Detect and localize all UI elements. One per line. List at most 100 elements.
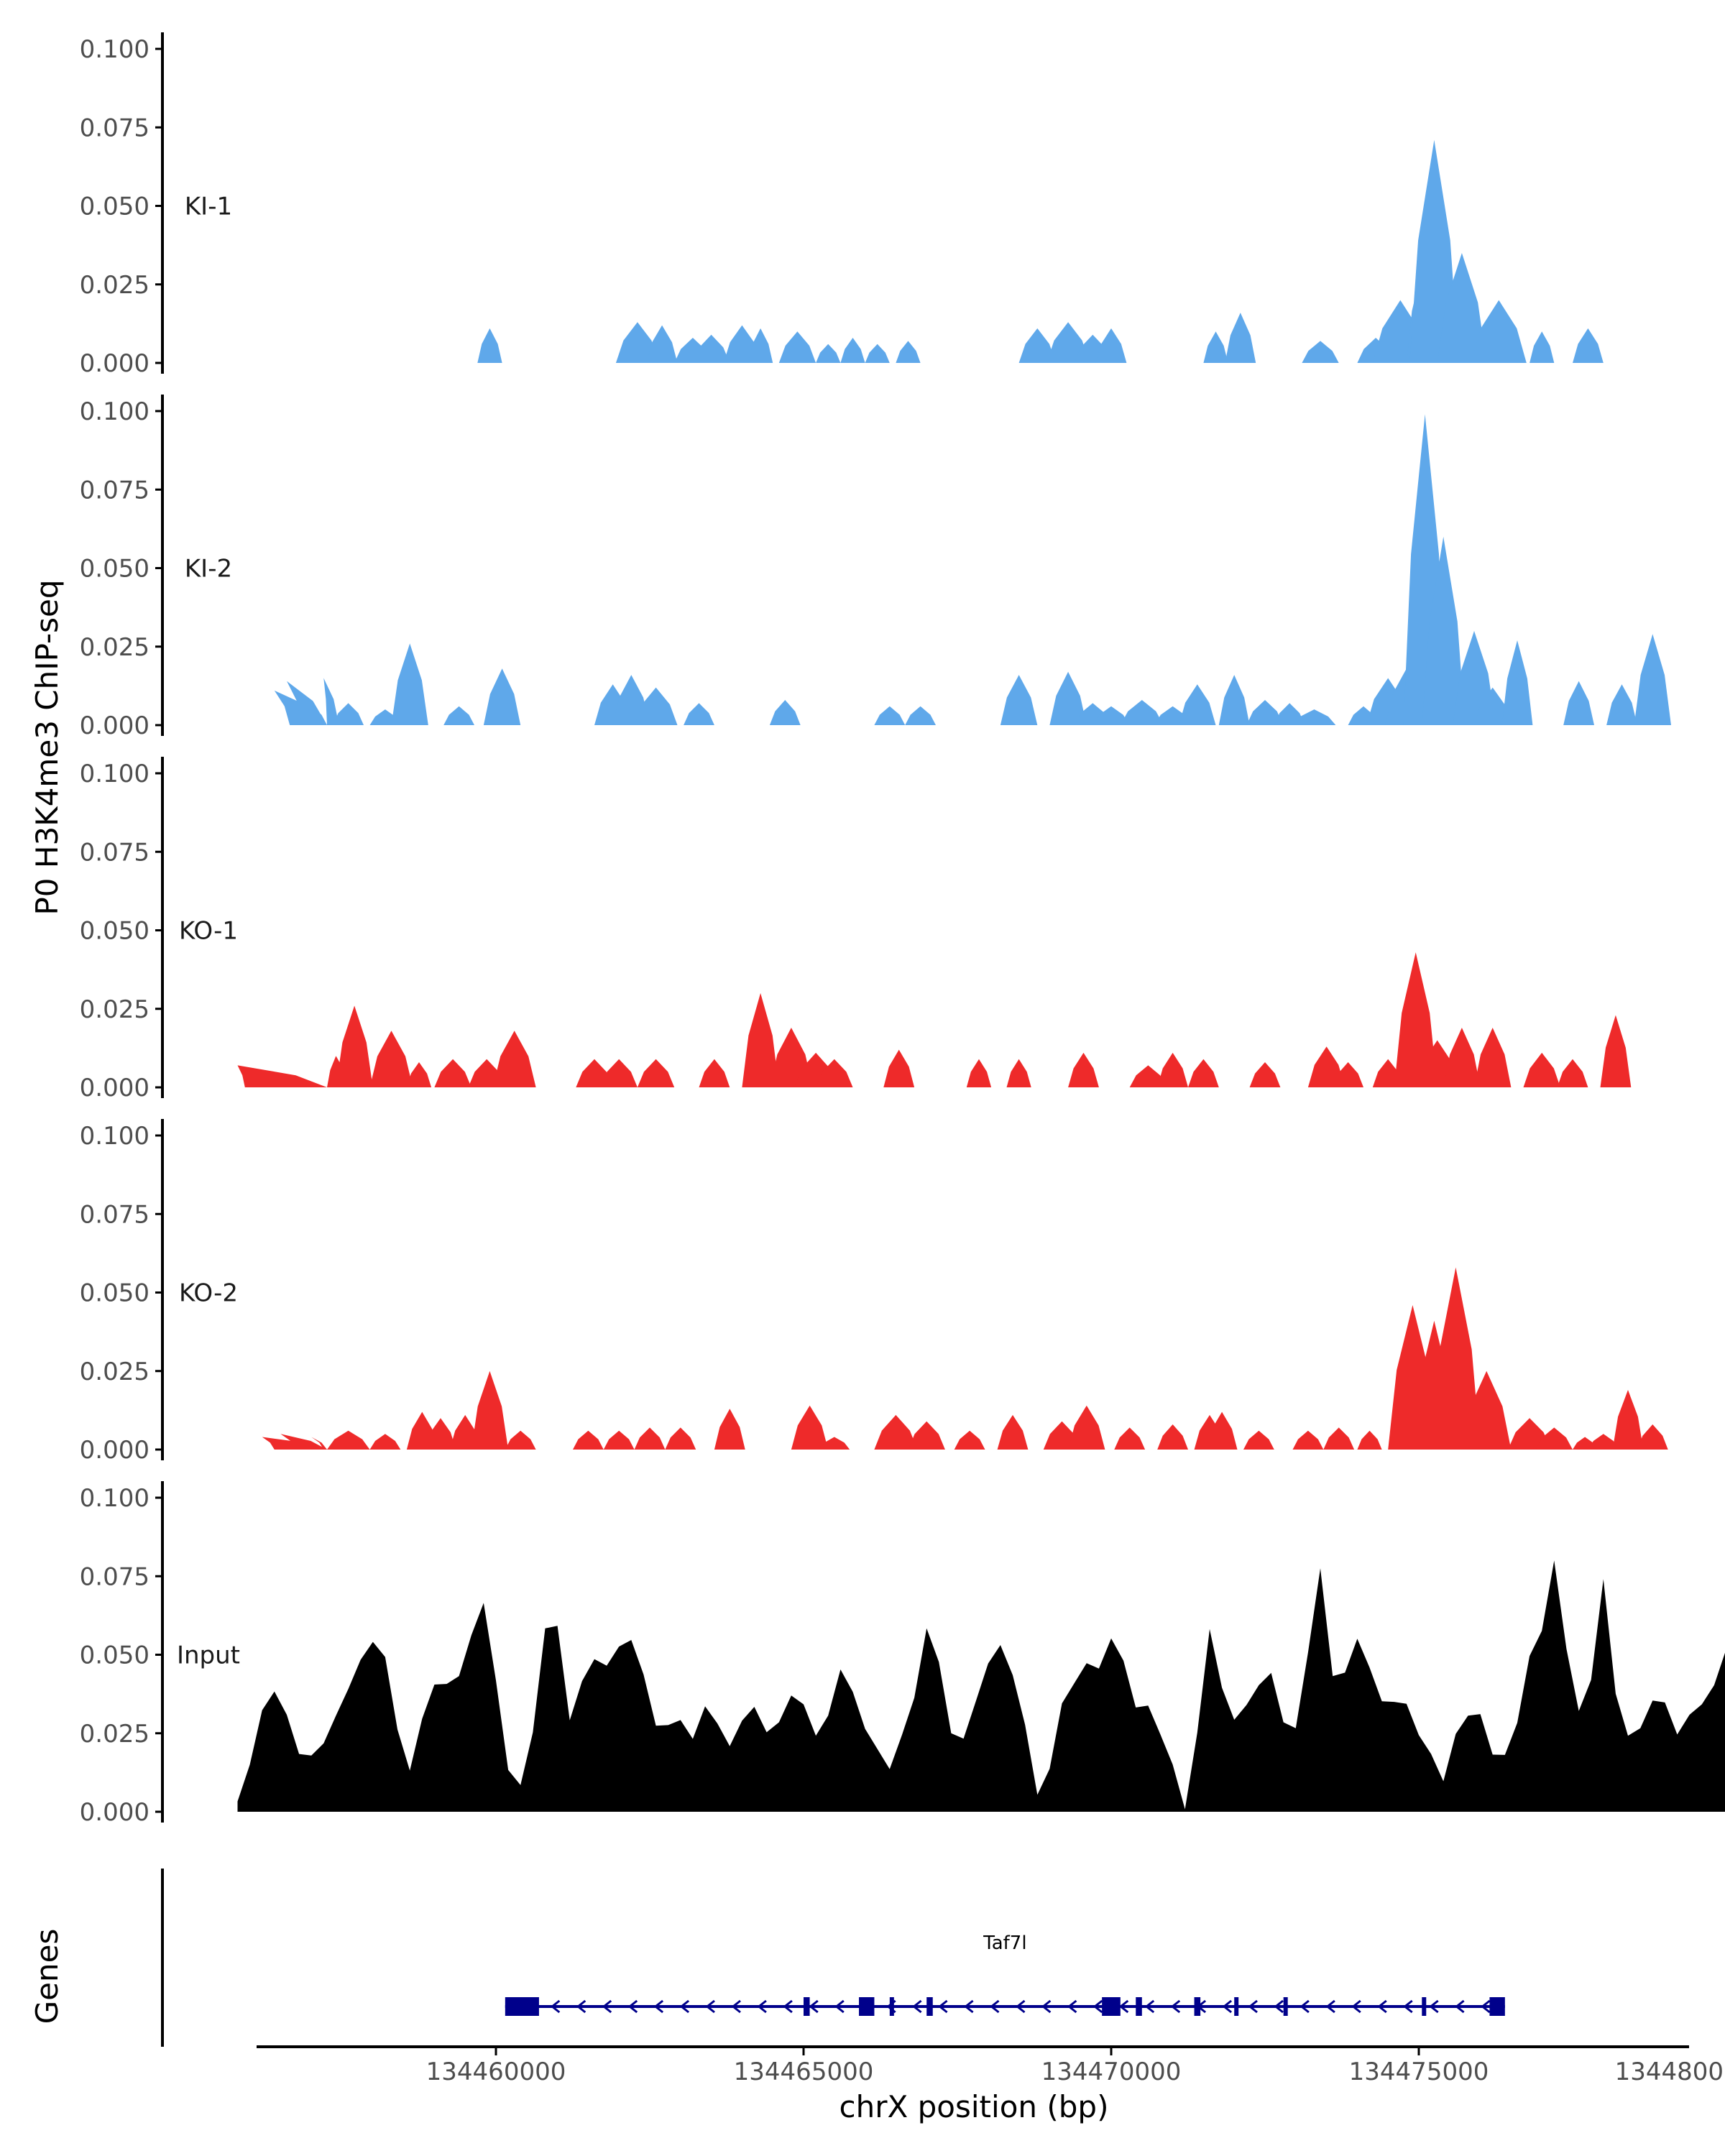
input-signal-area — [237, 1560, 1725, 1812]
signal-peak — [1557, 1059, 1588, 1087]
signal-peak — [1437, 253, 1487, 363]
signal-peak — [646, 325, 678, 363]
signal-peak — [311, 1437, 327, 1450]
signal-peak — [237, 1065, 327, 1087]
y-tick-label: 0.025 — [80, 1720, 150, 1749]
y-tick-label: 0.075 — [80, 114, 150, 142]
signal-peak — [1120, 700, 1164, 725]
y-tick-label: 0.025 — [80, 633, 150, 662]
signal-peak — [406, 1062, 432, 1087]
signal-peak — [1535, 1427, 1573, 1450]
signal-peak — [908, 1421, 945, 1450]
track-label: KO-2 — [179, 1279, 238, 1308]
signal-peak — [1206, 1411, 1238, 1450]
gene-track-title: Genes — [29, 1929, 65, 2024]
x-axis: 134460000 134465000 134470000 134475000 1344… — [257, 2045, 1724, 2086]
signal-peak — [1357, 1430, 1382, 1450]
strand-arrow — [1325, 1999, 1335, 2014]
y-tick-label: 0.100 — [80, 760, 150, 788]
signal-peak — [1068, 1405, 1105, 1450]
strand-arrow — [602, 1999, 612, 2014]
signal-peak — [1474, 1028, 1512, 1087]
strand-arrow — [1222, 1999, 1233, 2014]
gene-exon — [1194, 1997, 1201, 2016]
signal-peak — [483, 668, 521, 725]
signal-peak — [1302, 341, 1339, 363]
signal-peak — [369, 1031, 413, 1087]
strand-arrow — [1300, 1999, 1310, 2014]
signal-peak — [1246, 700, 1284, 725]
signal-peak — [443, 706, 474, 725]
strand-arrow — [1144, 1999, 1155, 2014]
signal-peak — [1323, 1427, 1355, 1450]
x-tick-label: 134465000 — [734, 2058, 874, 2086]
signal-peak — [896, 341, 921, 363]
gene-exon — [505, 1997, 539, 2016]
signal-peak — [391, 643, 428, 725]
y-tick-label: 0.050 — [80, 1641, 150, 1670]
strand-arrow — [1118, 1999, 1129, 2014]
gene-exon — [859, 1997, 875, 2016]
signal-peak — [840, 338, 865, 363]
signal-peak — [1612, 1390, 1644, 1450]
signal-peak — [1634, 634, 1671, 725]
signal-peak — [1018, 328, 1056, 363]
signal-peak — [874, 706, 906, 725]
signal-peak — [769, 700, 801, 725]
signal-peak — [471, 1370, 509, 1450]
signal-peak — [1000, 675, 1038, 725]
strand-arrow — [1351, 1999, 1361, 2014]
signal-peak — [1157, 1052, 1188, 1087]
y-tick-label: 0.100 — [80, 397, 150, 426]
y-tick-label: 0.025 — [80, 1358, 150, 1386]
y-tick-label: 0.000 — [80, 711, 150, 740]
signal-peak — [333, 703, 364, 725]
signal-peak — [665, 1427, 696, 1450]
strand-arrow — [912, 1999, 922, 2014]
track-ki-2: 0.000 0.025 0.050 0.075 0.100 KI-2 — [80, 395, 1671, 740]
y-tick-label: 0.075 — [80, 1200, 150, 1229]
signal-peak — [573, 1430, 604, 1450]
signal-peak — [699, 1059, 730, 1087]
signal-peak — [1422, 536, 1466, 725]
signal-peak — [1431, 1267, 1481, 1450]
signal-peak — [1274, 703, 1305, 725]
signal-peak — [1225, 313, 1256, 363]
signal-peak — [778, 331, 816, 363]
y-tick-label: 0.000 — [80, 349, 150, 378]
y-tick-label: 0.075 — [80, 476, 150, 505]
signal-peak — [280, 1434, 327, 1450]
strand-arrow — [809, 1999, 819, 2014]
y-tick-label: 0.100 — [80, 1122, 150, 1151]
gene-exon — [1283, 1997, 1288, 2016]
track-label: KI-2 — [185, 555, 232, 584]
strand-arrow — [1248, 1999, 1258, 2014]
gene-exon — [1422, 1997, 1427, 2016]
y-tick-label: 0.100 — [80, 35, 150, 64]
signal-peak — [434, 1059, 472, 1087]
strand-arrow — [731, 1999, 741, 2014]
signal-peak — [1129, 1065, 1167, 1087]
signal-peak — [1095, 328, 1127, 363]
signal-peak — [1530, 331, 1555, 363]
x-tick-label: 134475000 — [1349, 2058, 1489, 2086]
strand-arrow — [1067, 1999, 1077, 2014]
signal-peak — [997, 1414, 1029, 1450]
gene-exon — [1102, 1997, 1121, 2016]
y-tick-label: 0.100 — [80, 1484, 150, 1513]
signal-peak — [1243, 1430, 1274, 1450]
signal-peak — [1092, 706, 1130, 725]
signal-peak — [1573, 328, 1604, 363]
track-label: Input — [177, 1641, 240, 1670]
strand-arrow — [1170, 1999, 1181, 2014]
signal-peak — [1333, 1062, 1363, 1087]
signal-peak — [1443, 1028, 1481, 1087]
signal-peak — [1461, 1370, 1512, 1450]
y-tick-label: 0.075 — [80, 838, 150, 867]
signal-peak — [1188, 1059, 1219, 1087]
y-tick-label: 0.050 — [80, 1279, 150, 1308]
signal-peak — [1114, 1427, 1146, 1450]
signal-peak — [323, 678, 339, 725]
strand-arrow — [653, 1999, 664, 2014]
gene-name-label: Taf7l — [983, 1932, 1026, 1954]
